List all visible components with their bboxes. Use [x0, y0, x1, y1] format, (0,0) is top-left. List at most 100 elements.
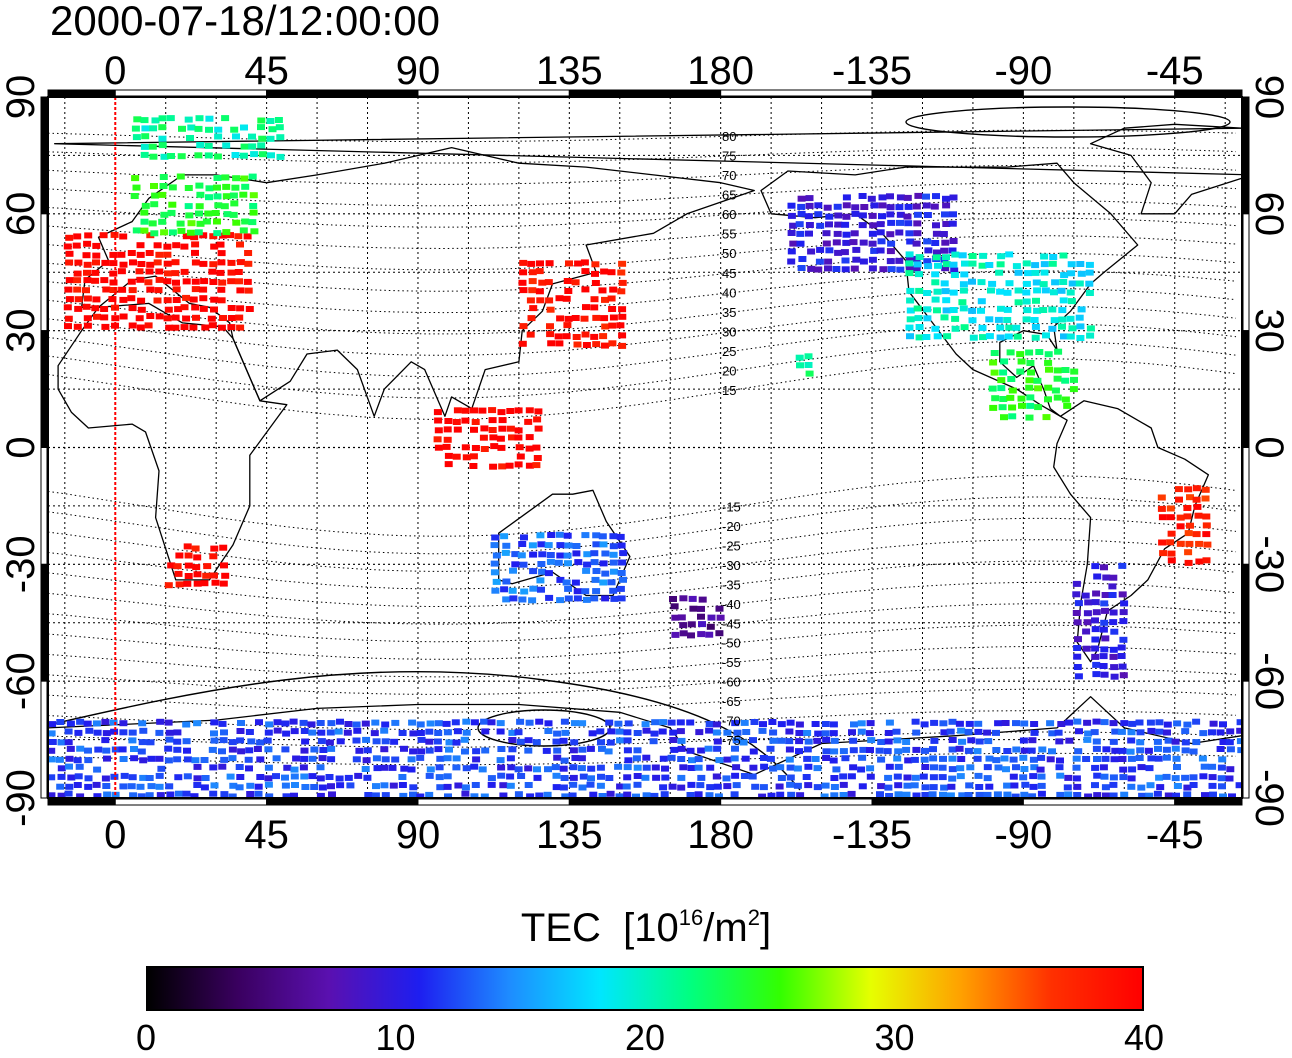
tec-cell [839, 748, 848, 755]
tec-cell [941, 239, 950, 246]
tec-cell [1166, 514, 1175, 521]
tec-cell [1209, 720, 1218, 727]
tec-cell [274, 117, 283, 123]
tec-cell [1019, 754, 1028, 761]
tec-cell [1076, 323, 1085, 330]
tec-cell [940, 314, 949, 321]
tec-cell [924, 247, 933, 254]
tec-cell [82, 252, 91, 259]
tec-cell [759, 755, 768, 761]
tec-cell [505, 462, 514, 469]
tec-cell [167, 562, 176, 569]
tec-cell [165, 736, 174, 743]
tec-cell [592, 341, 601, 348]
tec-cell [559, 784, 568, 791]
tec-cell [417, 736, 426, 743]
tec-cell [344, 774, 353, 781]
tec-cell [821, 782, 830, 789]
tec-cell [618, 313, 627, 320]
tec-cell [282, 793, 291, 798]
tec-cell [832, 239, 841, 246]
tec-cell [532, 444, 541, 451]
tec-cell [1046, 756, 1055, 763]
tec-cell [1005, 324, 1014, 331]
tec-cell [91, 277, 100, 284]
tec-cell [183, 543, 192, 550]
tec-cell [957, 727, 966, 734]
tec-cell [234, 233, 243, 240]
tec-cell [1102, 792, 1110, 798]
tec-cell [671, 614, 680, 621]
tec-cell [583, 561, 592, 568]
tec-cell [560, 757, 569, 764]
tec-cell [707, 614, 716, 621]
tec-cell [470, 426, 478, 433]
tec-cell [64, 286, 73, 293]
tec-cell [57, 773, 66, 780]
tec-cell [715, 630, 724, 637]
tec-cell [517, 773, 526, 779]
tec-cell [334, 728, 343, 735]
tec-cell [220, 203, 229, 210]
tec-cell [732, 737, 741, 744]
tec-cell [923, 315, 932, 322]
tec-cell [677, 784, 686, 791]
tec-cell [1228, 793, 1236, 798]
tec-cell [133, 116, 142, 123]
tec-cell [361, 766, 370, 772]
tec-cell [598, 533, 607, 540]
tec-cell [433, 409, 442, 416]
tec-cell [1066, 315, 1075, 322]
tec-cell [912, 240, 921, 247]
tec-cell [201, 775, 210, 781]
tec-cell [601, 323, 610, 330]
tec-cell [931, 240, 940, 246]
tec-cell [205, 185, 214, 192]
tec-cell [153, 242, 162, 249]
tec-cell [1055, 764, 1064, 771]
tec-cell [650, 792, 659, 798]
tec-cell [829, 721, 838, 728]
tec-cell [193, 580, 202, 587]
tec-cell [570, 739, 579, 746]
tec-cell [906, 297, 915, 304]
tec-cell [619, 550, 628, 557]
tec-cell [173, 738, 182, 745]
tec-cell [565, 260, 573, 267]
tec-cell [929, 784, 938, 791]
tec-cell [705, 727, 714, 734]
tec-cell [1067, 298, 1076, 305]
tec-cell [264, 746, 273, 753]
tec-cell [1100, 646, 1109, 653]
contour-label: 75 [722, 149, 736, 164]
tec-cell [391, 756, 400, 763]
tec-cell [1076, 261, 1085, 267]
tec-cell [93, 793, 102, 798]
tec-cell [822, 230, 831, 237]
contour-line [48, 288, 1237, 335]
tec-cell [506, 782, 515, 789]
tec-cell [839, 792, 848, 798]
tec-cell [816, 222, 825, 229]
tec-cell [574, 260, 583, 267]
tec-cell [444, 793, 452, 798]
tec-cell [803, 755, 812, 762]
tec-cell [614, 763, 623, 770]
tec-cell [83, 315, 92, 322]
tec-cell [120, 772, 129, 779]
tec-cell [159, 183, 168, 189]
tec-cell [1110, 628, 1119, 635]
tec-cell [1003, 317, 1012, 323]
tec-cell [1162, 746, 1171, 753]
tec-cell [1109, 738, 1118, 745]
tec-cell [363, 774, 372, 781]
tec-cell [561, 793, 570, 798]
tec-cell [580, 315, 589, 322]
tec-cell [930, 719, 939, 726]
tec-cell [65, 755, 74, 762]
tec-cell [563, 322, 572, 329]
tec-cell [210, 782, 219, 789]
tec-cell [245, 765, 253, 772]
tec-cell [1000, 358, 1009, 365]
tec-cell [117, 268, 126, 275]
